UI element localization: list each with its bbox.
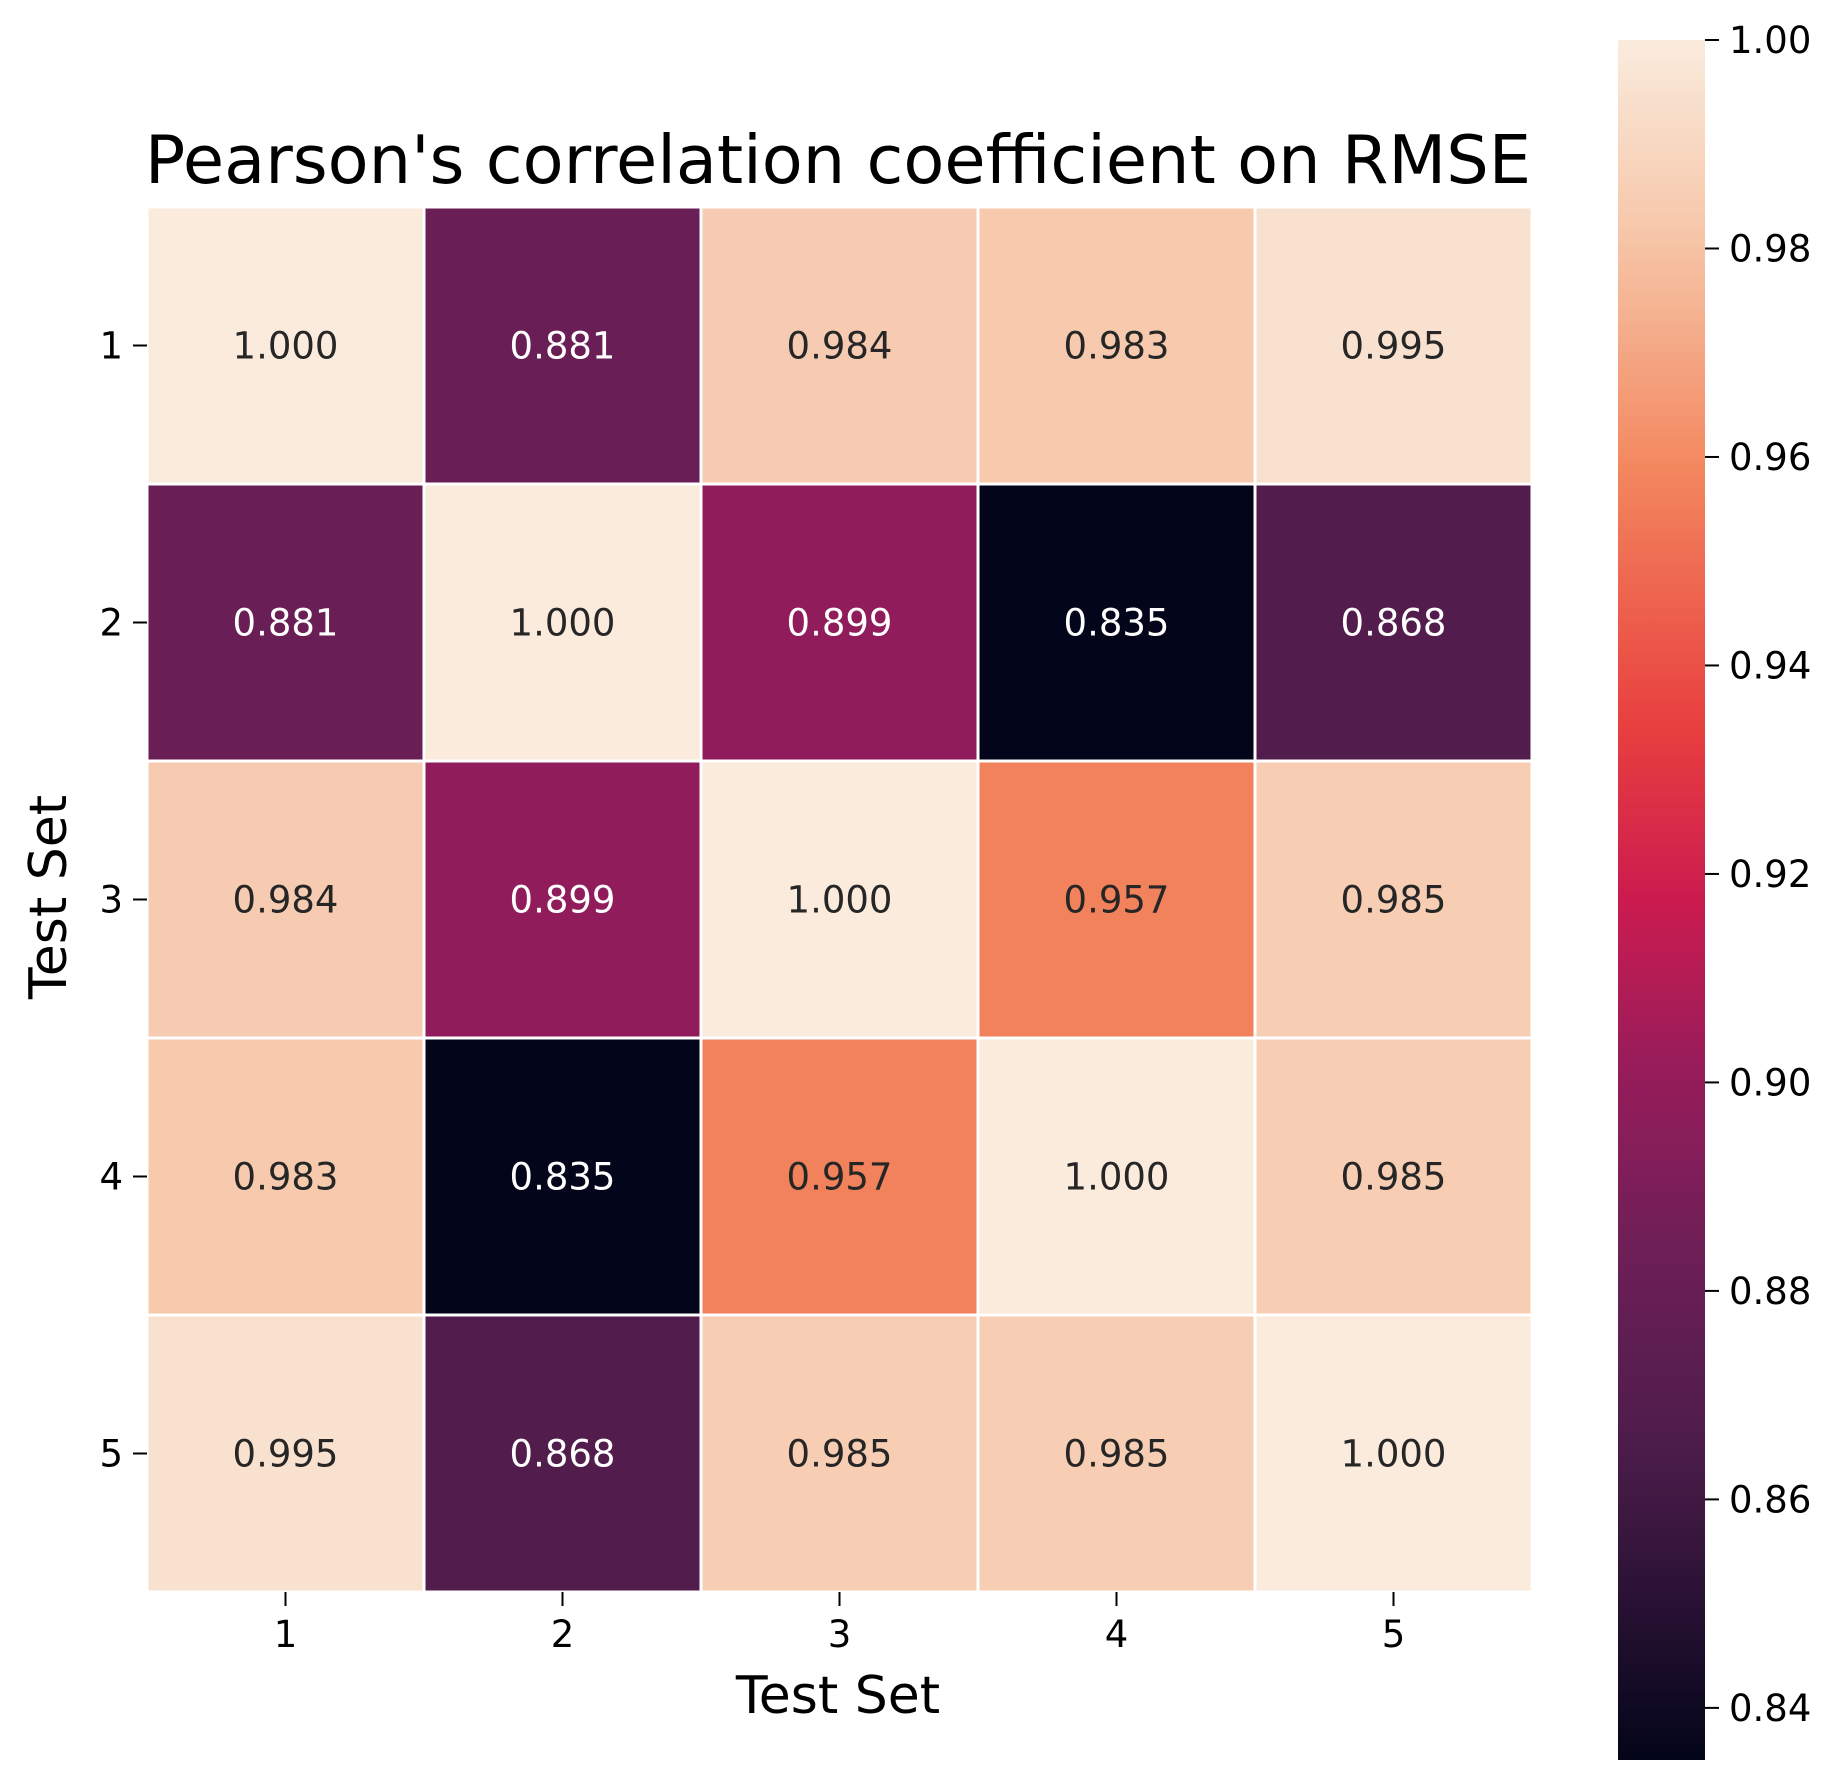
colorbar-tick-label: 0.88 bbox=[1729, 1270, 1811, 1313]
heatmap-cell bbox=[699, 482, 980, 763]
cell-value-label: 0.984 bbox=[233, 879, 339, 922]
x-axis-label: Test Set bbox=[735, 1666, 940, 1726]
cell-value-label: 1.000 bbox=[1064, 1156, 1170, 1199]
x-tick-label: 5 bbox=[1382, 1613, 1406, 1656]
cell-value-label: 0.995 bbox=[1341, 325, 1447, 368]
cell-value-label: 0.899 bbox=[510, 879, 616, 922]
colorbar-tick-label: 0.96 bbox=[1729, 436, 1811, 479]
cell-value-label: 0.984 bbox=[787, 325, 893, 368]
cell-value-label: 0.835 bbox=[510, 1156, 616, 1199]
cell-value-label: 0.957 bbox=[787, 1156, 893, 1199]
cell-value-label: 1.000 bbox=[510, 602, 616, 645]
colorbar-tick-label: 0.86 bbox=[1729, 1478, 1811, 1521]
cell-value-label: 0.899 bbox=[787, 602, 893, 645]
colorbar-gradient bbox=[1618, 40, 1705, 1760]
heatmap-cell-labels: 1.000 0.881 0.984 0.983 0.995 0.881 1.000 0.899… bbox=[233, 325, 1447, 1476]
heatmap-cell bbox=[422, 205, 703, 486]
cell-value-label: 0.957 bbox=[1064, 879, 1170, 922]
y-axis-label: Test Set bbox=[19, 795, 79, 1000]
heatmap-cell bbox=[976, 1036, 1257, 1317]
cell-value-label: 0.868 bbox=[510, 1433, 616, 1476]
cell-value-label: 0.985 bbox=[1064, 1433, 1170, 1476]
cell-value-label: 0.985 bbox=[787, 1433, 893, 1476]
cell-value-label: 1.000 bbox=[1341, 1433, 1447, 1476]
heatmap-cell bbox=[699, 1313, 980, 1594]
colorbar-tick-label: 0.92 bbox=[1729, 853, 1811, 896]
y-axis-ticks: 1 2 3 4 5 bbox=[99, 325, 147, 1476]
y-tick-label: 4 bbox=[99, 1156, 123, 1199]
heatmap-cell bbox=[422, 1036, 703, 1317]
cell-value-label: 0.881 bbox=[510, 325, 616, 368]
heatmap-cell bbox=[1253, 1313, 1534, 1594]
x-tick-label: 1 bbox=[274, 1613, 298, 1656]
heatmap-cell bbox=[1253, 482, 1534, 763]
x-tick-label: 4 bbox=[1105, 1613, 1129, 1656]
colorbar-tick-label: 0.94 bbox=[1729, 644, 1811, 687]
cell-value-label: 1.000 bbox=[233, 325, 339, 368]
cell-value-label: 0.983 bbox=[233, 1156, 339, 1199]
heatmap-cell bbox=[145, 205, 426, 486]
x-tick-label: 2 bbox=[551, 1613, 575, 1656]
cell-value-label: 0.868 bbox=[1341, 602, 1447, 645]
heatmap-cell bbox=[422, 759, 703, 1040]
cell-value-label: 1.000 bbox=[787, 879, 893, 922]
y-tick-label: 5 bbox=[99, 1433, 123, 1476]
heatmap-cell bbox=[699, 205, 980, 486]
y-tick-label: 1 bbox=[99, 325, 123, 368]
cell-value-label: 0.835 bbox=[1064, 602, 1170, 645]
cell-value-label: 0.985 bbox=[1341, 1156, 1447, 1199]
heatmap-cells bbox=[145, 205, 1534, 1594]
heatmap-cell bbox=[422, 1313, 703, 1594]
x-axis-ticks: 1 2 3 4 5 bbox=[274, 1592, 1406, 1656]
colorbar-tick-label: 0.84 bbox=[1729, 1687, 1811, 1730]
heatmap-cell bbox=[976, 759, 1257, 1040]
heatmap-cell bbox=[1253, 759, 1534, 1040]
heatmap-cell bbox=[1253, 1036, 1534, 1317]
heatmap-cell bbox=[699, 1036, 980, 1317]
heatmap-cell bbox=[699, 759, 980, 1040]
heatmap-cell bbox=[145, 482, 426, 763]
colorbar-tick-label: 0.98 bbox=[1729, 227, 1811, 270]
colorbar: 0.84 0.86 0.88 0.90 0.92 0.94 0.96 0.98 1.00 bbox=[1618, 19, 1811, 1760]
y-tick-label: 2 bbox=[99, 602, 123, 645]
chart-title: Pearson's correlation coefficient on RMS… bbox=[145, 121, 1531, 199]
x-tick-label: 3 bbox=[828, 1613, 852, 1656]
cell-value-label: 0.983 bbox=[1064, 325, 1170, 368]
heatmap-cell bbox=[145, 1313, 426, 1594]
cell-value-label: 0.985 bbox=[1341, 879, 1447, 922]
heatmap-cell bbox=[976, 205, 1257, 486]
cell-value-label: 0.881 bbox=[233, 602, 339, 645]
heatmap-cell bbox=[1253, 205, 1534, 486]
y-tick-label: 3 bbox=[99, 879, 123, 922]
colorbar-tick-label: 0.90 bbox=[1729, 1061, 1811, 1104]
cell-value-label: 0.995 bbox=[233, 1433, 339, 1476]
colorbar-tick-label: 1.00 bbox=[1729, 19, 1811, 62]
